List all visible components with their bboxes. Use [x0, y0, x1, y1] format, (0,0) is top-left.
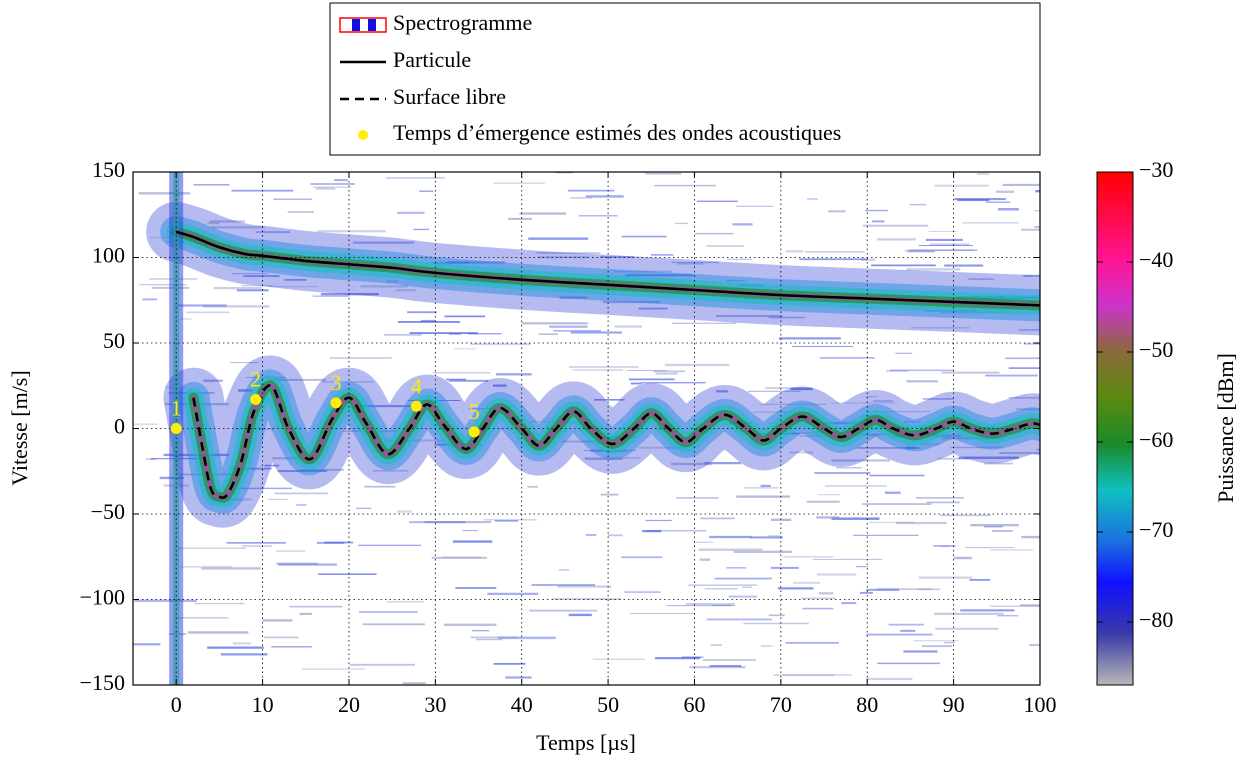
- colorbar-tick-label: −70: [1139, 517, 1173, 542]
- x-tick-label: 80: [856, 692, 878, 717]
- colorbar-label: Puissance [dBm]: [1213, 353, 1238, 503]
- x-axis-label: Temps [µs]: [536, 730, 636, 755]
- line: [192, 384, 1040, 499]
- legend-swatch: [352, 19, 360, 31]
- legend-label: Particule: [393, 47, 471, 72]
- legend-swatch: [368, 19, 376, 31]
- point-label: 4: [411, 373, 422, 398]
- y-tick-label: 50: [103, 328, 125, 353]
- point: [330, 397, 342, 409]
- plot-area: [133, 172, 1040, 685]
- x-tick-label: 40: [511, 692, 533, 717]
- colorbar: [1096, 171, 1134, 686]
- x-tick-label: 100: [1024, 692, 1057, 717]
- point: [468, 426, 480, 438]
- x-tick-label: 50: [597, 692, 619, 717]
- legend-label: Spectrogramme: [393, 10, 532, 35]
- point-label: 5: [469, 399, 480, 424]
- line: [175, 230, 1040, 307]
- colorbar-tick-label: −60: [1139, 427, 1173, 452]
- y-tick-label: −50: [91, 499, 125, 524]
- y-tick-label: 100: [92, 243, 125, 268]
- colorbar-tick-label: −50: [1139, 337, 1173, 362]
- y-tick-label: 150: [92, 157, 125, 182]
- x-tick-label: 70: [770, 692, 792, 717]
- colorbar-tick-label: −80: [1139, 607, 1173, 632]
- legend-label: Surface libre: [393, 84, 506, 109]
- y-tick-label: 0: [114, 414, 125, 439]
- y-tick-label: −100: [80, 585, 125, 610]
- point: [170, 423, 182, 434]
- legend-box: [329, 2, 1041, 156]
- y-axis-label: Vitesse [m/s]: [7, 370, 32, 485]
- point-label: 1: [171, 396, 182, 421]
- colorbar-tick-label: −30: [1139, 157, 1173, 182]
- colorbar-tick-label: −40: [1139, 247, 1173, 272]
- x-tick-label: 20: [338, 692, 360, 717]
- point: [410, 400, 422, 412]
- legend-label: Temps d’émergence estimés des ondes acou…: [393, 120, 841, 145]
- legend: Spectrogramme Particule Surface libre Temps…: [329, 2, 1041, 156]
- point: [250, 393, 262, 405]
- point-label: 2: [250, 366, 261, 391]
- legend-swatch: [339, 17, 387, 33]
- legend-swatch: [358, 130, 368, 140]
- x-tick-label: 0: [171, 692, 182, 717]
- x-tick-label: 60: [683, 692, 705, 717]
- x-tick-label: 90: [943, 692, 965, 717]
- x-tick-label: 10: [252, 692, 274, 717]
- point-label: 3: [330, 370, 341, 395]
- y-tick-label: −150: [80, 670, 125, 695]
- x-tick-label: 30: [424, 692, 446, 717]
